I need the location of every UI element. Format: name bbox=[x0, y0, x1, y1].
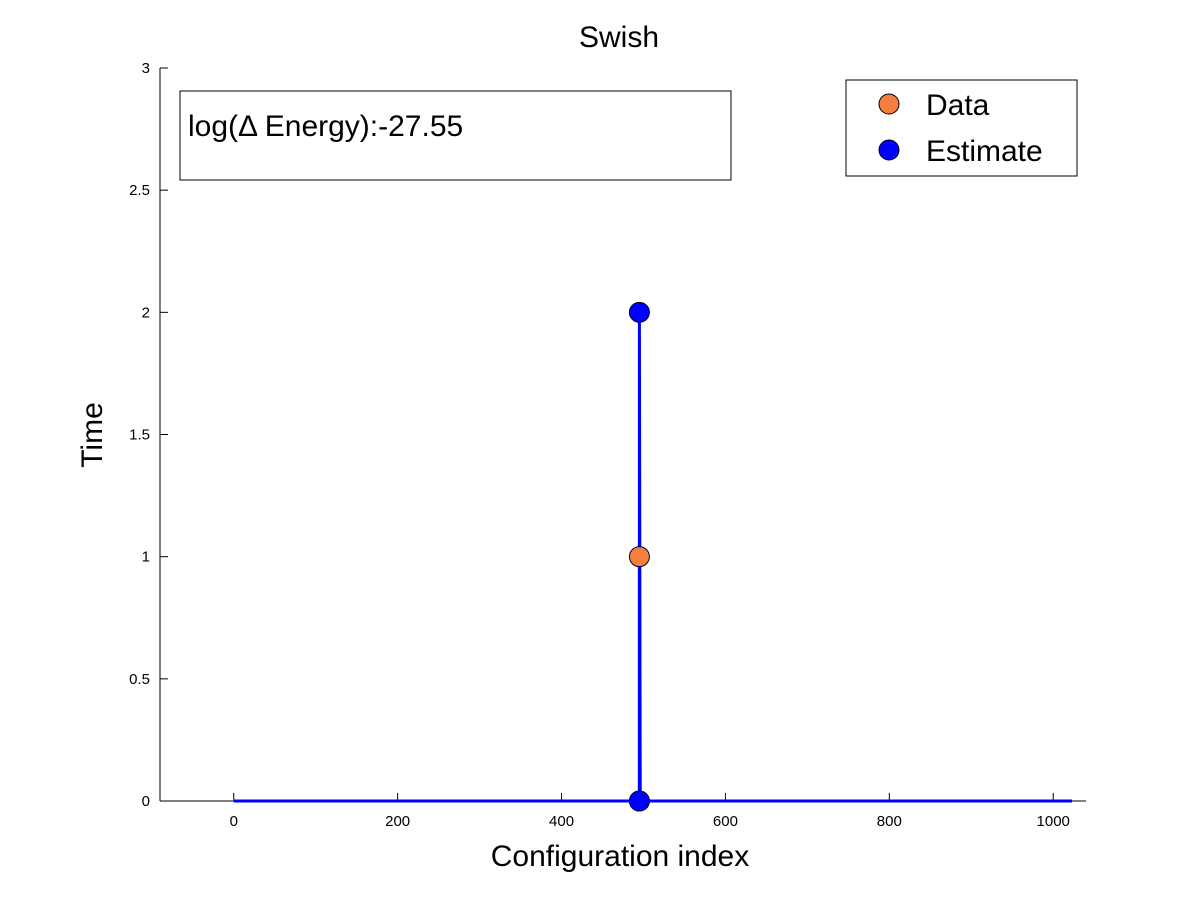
x-tick-label: 600 bbox=[713, 813, 738, 830]
data-point-data bbox=[628, 546, 650, 568]
plot-area bbox=[233, 301, 1073, 812]
data-point-estimate bbox=[628, 301, 650, 323]
x-tick-label: 0 bbox=[230, 813, 238, 830]
annotation-box: log(Δ Energy):-27.55 bbox=[179, 90, 732, 181]
y-tick-label: 0 bbox=[142, 793, 150, 810]
x-tick-label: 1000 bbox=[1037, 813, 1070, 830]
legend: Data Estimate bbox=[845, 79, 1078, 177]
y-tick-label: 3 bbox=[142, 60, 150, 77]
data-point-estimate bbox=[628, 790, 650, 812]
annotation-text: log(Δ Energy):-27.55 bbox=[188, 110, 463, 143]
y-tick-label: 2 bbox=[142, 304, 150, 321]
y-axis-label: Time bbox=[76, 402, 109, 468]
x-tick-label: 800 bbox=[877, 813, 902, 830]
chart-title: Swish bbox=[579, 21, 659, 54]
legend-marker-data bbox=[878, 93, 900, 115]
x-axis-label: Configuration index bbox=[491, 840, 750, 873]
y-tick-label: 0.5 bbox=[129, 671, 150, 688]
y-tick-label: 2.5 bbox=[129, 182, 150, 199]
annotation-border bbox=[179, 90, 732, 181]
legend-label-data: Data bbox=[926, 89, 990, 122]
legend-label-estimate: Estimate bbox=[926, 135, 1043, 168]
tick-labels: 0 200 400 600 800 1000 0 0.5 1 1.5 2 2.5 3 bbox=[129, 60, 1070, 830]
y-tick-label: 1.5 bbox=[129, 427, 150, 444]
x-tick-label: 400 bbox=[549, 813, 574, 830]
legend-marker-estimate bbox=[878, 139, 900, 161]
y-tick-label: 1 bbox=[142, 549, 150, 566]
x-tick-label: 200 bbox=[385, 813, 410, 830]
